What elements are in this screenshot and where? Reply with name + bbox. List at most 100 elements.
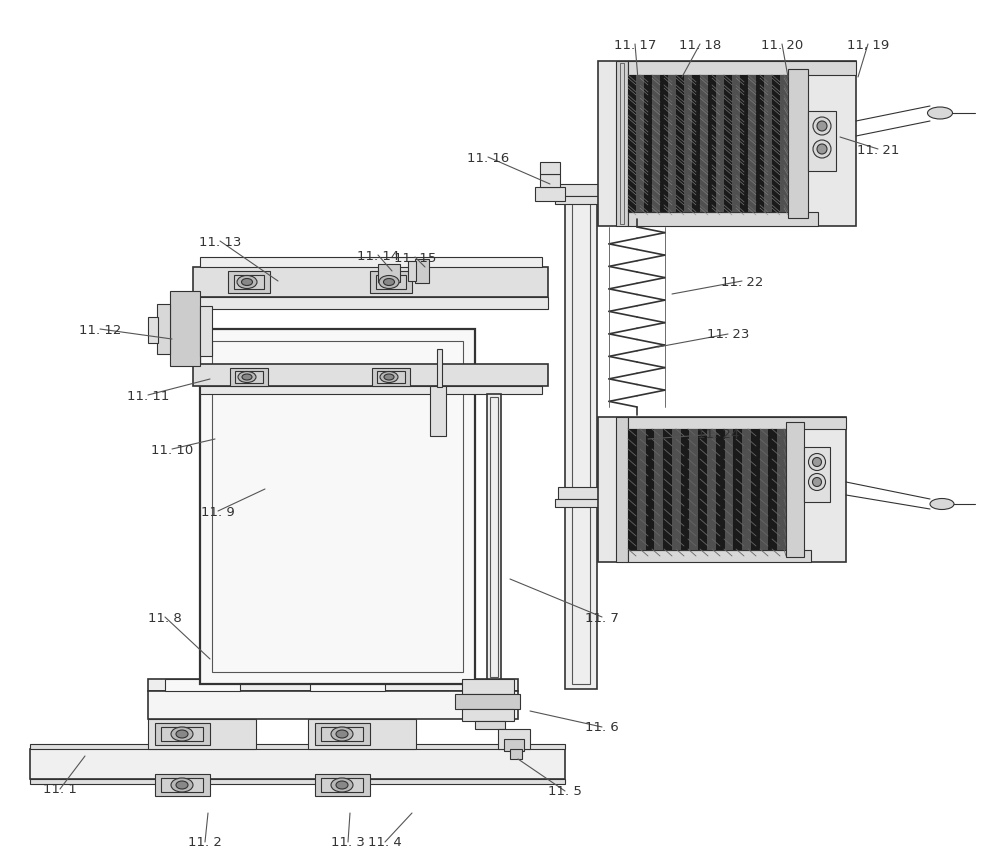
- Text: 11. 23: 11. 23: [707, 328, 749, 341]
- Bar: [235, 372, 263, 383]
- Bar: [740, 76, 748, 213]
- Bar: [772, 76, 780, 213]
- Bar: [200, 387, 542, 394]
- Bar: [663, 430, 672, 550]
- Bar: [30, 749, 565, 779]
- Bar: [676, 76, 684, 213]
- Ellipse shape: [808, 474, 826, 491]
- Bar: [200, 330, 475, 684]
- Ellipse shape: [817, 145, 827, 155]
- Bar: [698, 430, 708, 550]
- Bar: [193, 298, 548, 310]
- Ellipse shape: [812, 458, 822, 467]
- Text: 11. 21: 11. 21: [857, 143, 899, 157]
- Bar: [652, 76, 660, 213]
- Bar: [748, 76, 757, 213]
- Ellipse shape: [171, 728, 193, 741]
- Bar: [310, 679, 385, 691]
- Ellipse shape: [176, 730, 188, 738]
- Bar: [700, 76, 708, 213]
- Ellipse shape: [331, 778, 353, 792]
- Bar: [30, 779, 565, 784]
- Ellipse shape: [813, 141, 831, 158]
- Ellipse shape: [242, 279, 253, 286]
- Bar: [628, 213, 818, 226]
- Bar: [732, 76, 740, 213]
- Bar: [490, 398, 498, 678]
- Bar: [558, 185, 603, 197]
- Ellipse shape: [237, 276, 257, 289]
- Ellipse shape: [380, 372, 398, 383]
- Bar: [148, 691, 518, 719]
- Ellipse shape: [242, 375, 252, 381]
- Bar: [716, 76, 724, 213]
- Ellipse shape: [384, 279, 395, 286]
- Bar: [377, 372, 405, 383]
- Ellipse shape: [176, 781, 188, 789]
- Bar: [628, 430, 637, 550]
- Bar: [437, 350, 442, 387]
- Text: 11. 5: 11. 5: [548, 784, 582, 797]
- Text: 11. 22: 11. 22: [721, 276, 763, 288]
- Bar: [725, 430, 734, 550]
- Bar: [161, 778, 203, 792]
- Bar: [228, 272, 270, 294]
- Bar: [707, 430, 716, 550]
- Ellipse shape: [331, 728, 353, 741]
- Bar: [684, 76, 692, 213]
- Bar: [540, 175, 560, 188]
- Bar: [637, 430, 646, 550]
- Bar: [315, 774, 370, 796]
- Bar: [654, 430, 664, 550]
- Text: 11. 2: 11. 2: [188, 835, 222, 848]
- Bar: [598, 62, 856, 226]
- Bar: [668, 76, 676, 213]
- Ellipse shape: [336, 730, 348, 738]
- Bar: [148, 318, 158, 344]
- Text: 11. 1: 11. 1: [43, 783, 77, 796]
- Bar: [804, 448, 830, 503]
- Text: 11. 9: 11. 9: [201, 505, 235, 518]
- Bar: [200, 257, 542, 268]
- Bar: [733, 430, 743, 550]
- Bar: [462, 709, 514, 722]
- Bar: [555, 197, 605, 205]
- Bar: [212, 342, 463, 672]
- Bar: [504, 739, 524, 751]
- Bar: [170, 292, 200, 367]
- Bar: [756, 76, 765, 213]
- Bar: [408, 262, 416, 282]
- Text: 11. 18: 11. 18: [679, 39, 721, 52]
- Bar: [315, 723, 370, 745]
- Bar: [780, 76, 788, 213]
- Ellipse shape: [336, 781, 348, 789]
- Bar: [540, 163, 560, 175]
- Text: 11. 15: 11. 15: [394, 251, 436, 264]
- Bar: [628, 430, 786, 550]
- Ellipse shape: [384, 375, 394, 381]
- Bar: [372, 369, 410, 387]
- Bar: [475, 722, 505, 729]
- Ellipse shape: [812, 478, 822, 487]
- Text: 11. 10: 11. 10: [151, 443, 193, 456]
- Bar: [660, 76, 668, 213]
- Bar: [628, 418, 846, 430]
- Bar: [193, 268, 548, 298]
- Text: 11. 3: 11. 3: [331, 835, 365, 848]
- Bar: [157, 305, 170, 355]
- Text: 11. 16: 11. 16: [467, 152, 509, 164]
- Ellipse shape: [171, 778, 193, 792]
- Text: 11. 11: 11. 11: [127, 389, 169, 402]
- Bar: [535, 188, 565, 201]
- Bar: [155, 723, 210, 745]
- Bar: [786, 423, 804, 557]
- Bar: [646, 430, 655, 550]
- Bar: [572, 195, 590, 684]
- Bar: [155, 774, 210, 796]
- Bar: [672, 430, 681, 550]
- Bar: [370, 272, 412, 294]
- Bar: [462, 679, 514, 694]
- Text: 11, 19: 11, 19: [847, 39, 889, 52]
- Bar: [376, 276, 406, 289]
- Ellipse shape: [238, 372, 256, 383]
